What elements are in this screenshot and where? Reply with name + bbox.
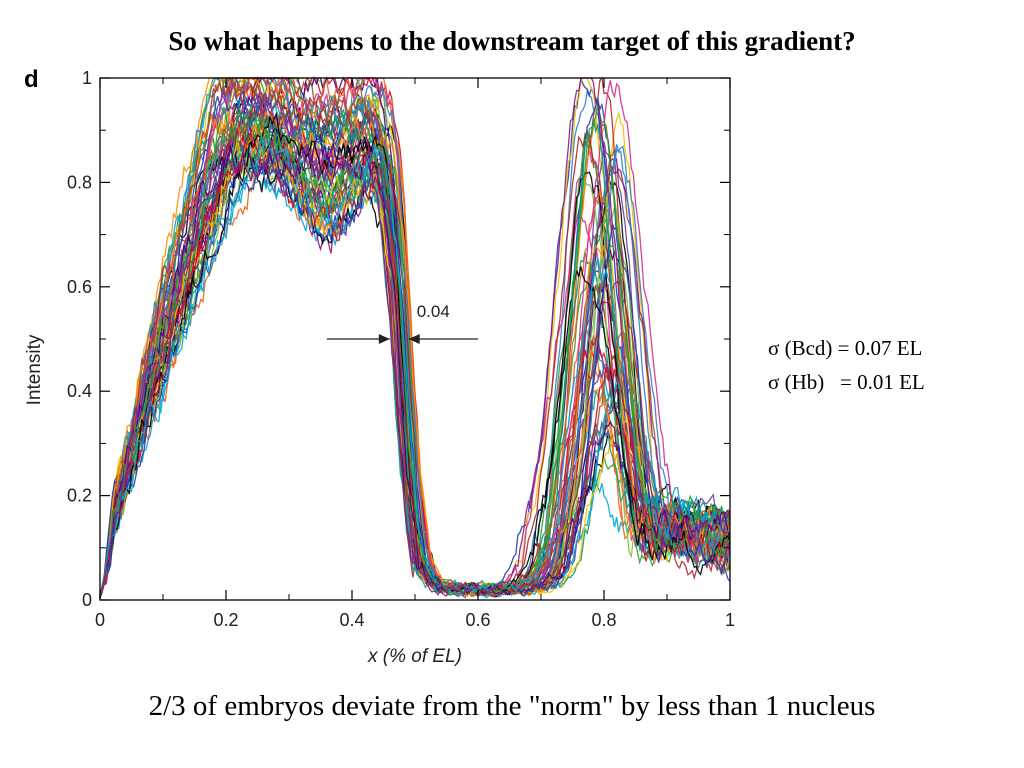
y-tick-label: 0.2 xyxy=(67,486,92,506)
sigma-hb-label: σ (Hb) = 0.01 EL xyxy=(768,370,925,394)
y-tick-label: 0.6 xyxy=(67,277,92,297)
y-axis-label: Intensity xyxy=(24,334,45,405)
annotation-arrowhead-right xyxy=(408,334,420,344)
series-line xyxy=(99,76,731,598)
series-line xyxy=(99,77,731,598)
series-line xyxy=(99,94,731,598)
series-line xyxy=(99,133,731,599)
annotation-layer: 0.04 xyxy=(326,302,478,344)
x-tick-label: 0 xyxy=(95,610,105,630)
x-tick-label: 0.2 xyxy=(213,610,238,630)
series-line xyxy=(99,117,731,597)
slide-title: So what happens to the downstream target… xyxy=(168,26,856,56)
series-line xyxy=(99,135,731,598)
annotation-label: 0.04 xyxy=(417,302,450,321)
series-layer xyxy=(99,75,731,599)
x-tick-label: 0.6 xyxy=(465,610,490,630)
x-axis-label: x (% of EL) xyxy=(367,646,462,667)
annotation-arrowhead-left xyxy=(378,334,390,344)
y-tick-label: 0 xyxy=(82,590,92,610)
sigma-bcd-label: σ (Bcd) = 0.07 EL xyxy=(768,336,923,360)
series-line xyxy=(99,104,731,598)
series-line xyxy=(99,110,731,598)
x-tick-label: 1 xyxy=(725,610,735,630)
y-tick-label: 1 xyxy=(82,68,92,88)
series-line xyxy=(99,80,731,597)
x-tick-label: 0.8 xyxy=(591,610,616,630)
slide-caption: 2/3 of embryos deviate from the "norm" b… xyxy=(148,690,876,722)
x-tick-label: 0.4 xyxy=(339,610,364,630)
series-line xyxy=(99,76,731,598)
y-tick-label: 0.4 xyxy=(67,381,92,401)
panel-label: d xyxy=(24,66,39,93)
series-line xyxy=(99,111,731,598)
ticks-layer: 0 0.2 0.4 0.6 0.8 1 0 0.2 0.4 0.6 0.8 1 xyxy=(67,68,735,630)
y-tick-label: 0.8 xyxy=(67,172,92,192)
